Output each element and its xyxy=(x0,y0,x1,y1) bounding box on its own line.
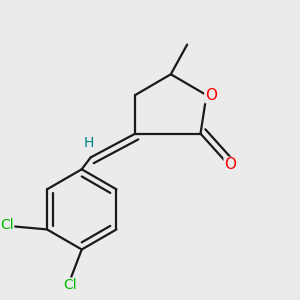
Text: O: O xyxy=(205,88,217,103)
Text: Cl: Cl xyxy=(0,218,14,232)
Text: H: H xyxy=(84,136,94,150)
Text: O: O xyxy=(224,157,236,172)
Text: Cl: Cl xyxy=(63,278,77,292)
